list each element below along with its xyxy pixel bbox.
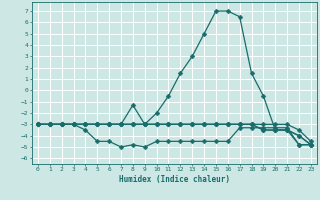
X-axis label: Humidex (Indice chaleur): Humidex (Indice chaleur) [119,175,230,184]
